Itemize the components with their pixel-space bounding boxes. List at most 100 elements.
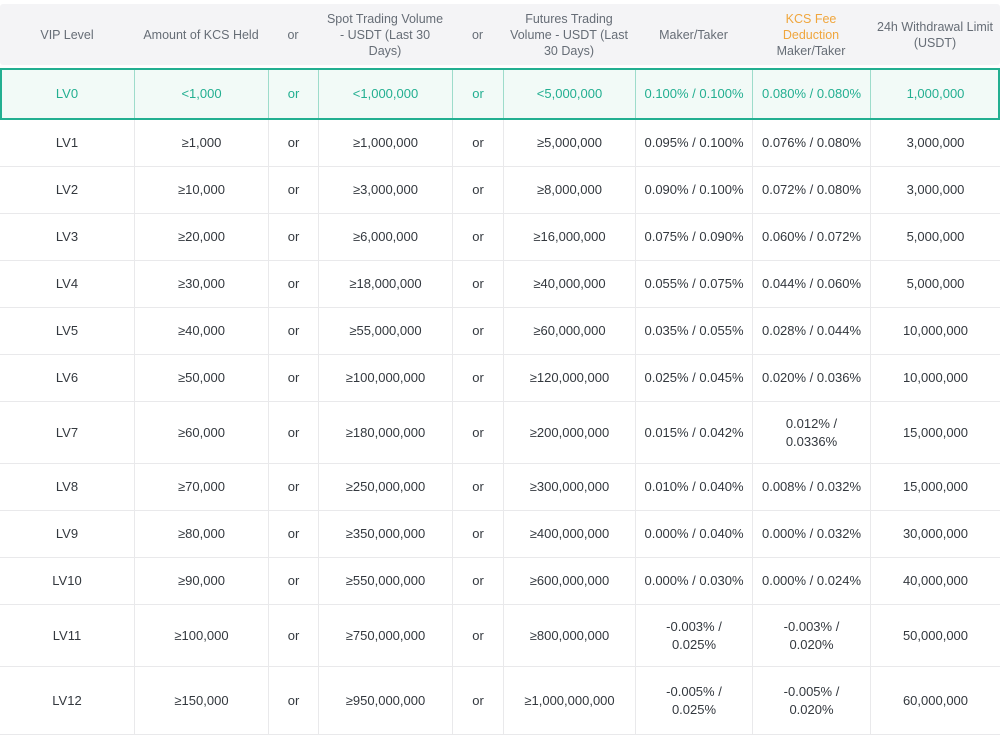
vip-level-cell: LV10 <box>52 573 82 588</box>
header-spot-volume: Spot Trading Volume - USDT (Last 30 Days… <box>318 4 452 65</box>
kcs-fee-cell: -0.005% / 0.020% <box>752 667 870 734</box>
or-cell: or <box>268 68 318 120</box>
table-row-lv11: LV11 ≥100,000 or ≥750,000,000 or ≥800,000,000… <box>0 605 1000 667</box>
futures-volume-cell: <5,000,000 <box>503 68 635 120</box>
maker-taker-cell: 0.100% / 0.100% <box>635 68 752 120</box>
kcs-held-cell: ≥80,000 <box>134 511 268 557</box>
or-cell: or <box>452 308 503 354</box>
vip-level-cell: LV1 <box>55 135 79 150</box>
header-vip-level: VIP Level <box>0 4 134 65</box>
table-row-lv2: LV2 ≥10,000 or ≥3,000,000 or ≥8,000,000 0.090%… <box>0 167 1000 214</box>
spot-volume-cell: ≥750,000,000 <box>318 605 452 666</box>
table-header-row: VIP Level Amount of KCS Held or Spot Tra… <box>0 4 1000 65</box>
vip-level-cell: LV12 <box>52 692 82 708</box>
table-row-lv6: LV6 ≥50,000 or ≥100,000,000 or ≥120,000,000 0.… <box>0 355 1000 402</box>
futures-volume-cell: ≥200,000,000 <box>503 402 635 463</box>
header-spot-volume-label: Spot Trading Volume - USDT (Last 30 Days… <box>326 11 444 58</box>
table-body: LV0 <1,000 or <1,000,000 or <5,000,000 0.100% … <box>0 68 1000 735</box>
withdrawal-limit-cell: 3,000,000 <box>870 120 1000 166</box>
spot-volume-cell: ≥550,000,000 <box>318 558 452 604</box>
or-cell: or <box>452 68 503 120</box>
futures-volume-cell: ≥300,000,000 <box>503 464 635 510</box>
kcs-fee-cell: 0.044% / 0.060% <box>752 261 870 307</box>
or-cell: or <box>452 167 503 213</box>
vip-level-cell: LV11 <box>52 627 82 643</box>
vip-level-cell: LV3 <box>55 229 79 244</box>
or-cell: or <box>268 511 318 557</box>
table-row-lv5: LV5 ≥40,000 or ≥55,000,000 or ≥60,000,000 0.03… <box>0 308 1000 355</box>
header-kcs-fee-deduction-label: KCS Fee Deduction <box>782 11 840 42</box>
maker-taker-cell: 0.010% / 0.040% <box>635 464 752 510</box>
withdrawal-limit-cell: 5,000,000 <box>870 214 1000 260</box>
maker-taker-cell: 0.075% / 0.090% <box>635 214 752 260</box>
or-cell: or <box>268 667 318 734</box>
kcs-fee-cell: 0.000% / 0.032% <box>752 511 870 557</box>
or-cell: or <box>452 667 503 734</box>
vip-level-cell: LV9 <box>55 526 79 541</box>
kcs-fee-cell: 0.072% / 0.080% <box>752 167 870 213</box>
header-or-1-label: or <box>287 27 299 42</box>
futures-volume-cell: ≥1,000,000,000 <box>503 667 635 734</box>
maker-taker-cell: -0.005% / 0.025% <box>635 667 752 734</box>
kcs-held-cell: ≥100,000 <box>134 605 268 666</box>
spot-volume-cell: ≥3,000,000 <box>318 167 452 213</box>
maker-taker-cell: 0.055% / 0.075% <box>635 261 752 307</box>
table-row-lv1: LV1 ≥1,000 or ≥1,000,000 or ≥5,000,000 0.095% … <box>0 120 1000 167</box>
futures-volume-cell: ≥120,000,000 <box>503 355 635 401</box>
kcs-fee-cell: 0.020% / 0.036% <box>752 355 870 401</box>
or-cell: or <box>452 605 503 666</box>
kcs-fee-cell: 0.000% / 0.024% <box>752 558 870 604</box>
futures-volume-cell: ≥40,000,000 <box>503 261 635 307</box>
vip-level-cell: LV2 <box>55 182 79 197</box>
withdrawal-limit-cell: 60,000,000 <box>870 667 1000 734</box>
futures-volume-cell: ≥400,000,000 <box>503 511 635 557</box>
maker-taker-cell: 0.000% / 0.040% <box>635 511 752 557</box>
spot-volume-cell: ≥55,000,000 <box>318 308 452 354</box>
table-row-lv7: LV7 ≥60,000 or ≥180,000,000 or ≥200,000,000 0.… <box>0 402 1000 464</box>
spot-volume-cell: ≥250,000,000 <box>318 464 452 510</box>
kcs-held-cell: ≥20,000 <box>134 214 268 260</box>
vip-level-cell: LV4 <box>55 276 79 291</box>
header-maker-taker: Maker/Taker <box>635 4 752 65</box>
header-futures-volume-label: Futures Trading Volume - USDT (Last 30 D… <box>510 11 628 58</box>
spot-volume-cell: <1,000,000 <box>318 68 452 120</box>
table-row-lv12: LV12 ≥150,000 or ≥950,000,000 or ≥1,000,000,0… <box>0 667 1000 735</box>
vip-level-cell: LV8 <box>55 479 79 494</box>
kcs-held-cell: ≥1,000 <box>134 120 268 166</box>
withdrawal-limit-cell: 10,000,000 <box>870 308 1000 354</box>
spot-volume-cell: ≥18,000,000 <box>318 261 452 307</box>
vip-level-cell: LV7 <box>55 424 79 440</box>
or-cell: or <box>268 355 318 401</box>
or-cell: or <box>452 214 503 260</box>
or-cell: or <box>452 511 503 557</box>
withdrawal-limit-cell: 3,000,000 <box>870 167 1000 213</box>
or-cell: or <box>268 558 318 604</box>
kcs-fee-cell: 0.008% / 0.032% <box>752 464 870 510</box>
kcs-held-cell: ≥10,000 <box>134 167 268 213</box>
futures-volume-cell: ≥60,000,000 <box>503 308 635 354</box>
or-cell: or <box>268 120 318 166</box>
kcs-fee-cell: -0.003% / 0.020% <box>752 605 870 666</box>
header-futures-volume: Futures Trading Volume - USDT (Last 30 D… <box>503 4 635 65</box>
maker-taker-cell: -0.003% / 0.025% <box>635 605 752 666</box>
withdrawal-limit-cell: 15,000,000 <box>870 464 1000 510</box>
header-or-2: or <box>452 4 503 65</box>
spot-volume-cell: ≥350,000,000 <box>318 511 452 557</box>
table-row-lv8: LV8 ≥70,000 or ≥250,000,000 or ≥300,000,000 0.… <box>0 464 1000 511</box>
header-withdrawal-limit-label: 24h Withdrawal Limit (USDT) <box>877 19 994 50</box>
maker-taker-cell: 0.025% / 0.045% <box>635 355 752 401</box>
withdrawal-limit-cell: 50,000,000 <box>870 605 1000 666</box>
spot-volume-cell: ≥180,000,000 <box>318 402 452 463</box>
table-row-lv9: LV9 ≥80,000 or ≥350,000,000 or ≥400,000,000 0.… <box>0 511 1000 558</box>
futures-volume-cell: ≥600,000,000 <box>503 558 635 604</box>
table-row-lv4: LV4 ≥30,000 or ≥18,000,000 or ≥40,000,000 0.05… <box>0 261 1000 308</box>
withdrawal-limit-cell: 15,000,000 <box>870 402 1000 463</box>
header-kcs-held: Amount of KCS Held <box>134 4 268 65</box>
or-cell: or <box>268 308 318 354</box>
kcs-held-cell: ≥90,000 <box>134 558 268 604</box>
header-or-2-label: or <box>471 27 484 42</box>
or-cell: or <box>452 355 503 401</box>
withdrawal-limit-cell: 10,000,000 <box>870 355 1000 401</box>
table-row-lv10: LV10 ≥90,000 or ≥550,000,000 or ≥600,000,000 0… <box>0 558 1000 605</box>
